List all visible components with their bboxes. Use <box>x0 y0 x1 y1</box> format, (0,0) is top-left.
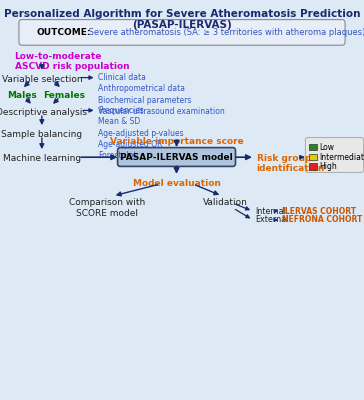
Text: Personalized Algorithm for Severe Atheromatosis Prediction (PASAP-ILERVAS): Personalized Algorithm for Severe Athero… <box>4 9 360 30</box>
Text: Sample balancing: Sample balancing <box>1 130 82 139</box>
Text: Comparison with
SCORE model: Comparison with SCORE model <box>69 198 146 218</box>
Text: Validation: Validation <box>203 198 248 207</box>
Text: Risk group
identification: Risk group identification <box>257 154 325 173</box>
FancyBboxPatch shape <box>118 148 236 166</box>
FancyBboxPatch shape <box>305 138 364 172</box>
Text: Frequencies
Mean & SD
Age-adjusted p-values
Age-adjusted OR
Forestplot: Frequencies Mean & SD Age-adjusted p-val… <box>98 106 184 160</box>
Bar <box>309 154 317 160</box>
Text: ILERVAS COHORT: ILERVAS COHORT <box>282 207 357 216</box>
Text: OUTCOME:: OUTCOME: <box>36 28 91 37</box>
FancyBboxPatch shape <box>19 20 345 45</box>
Text: Intermediate: Intermediate <box>319 153 364 162</box>
Text: Males: Males <box>7 91 37 100</box>
Text: Females: Females <box>43 91 85 100</box>
Text: Variable selection: Variable selection <box>1 75 82 84</box>
Text: Low-to-moderate
ASCVD risk population: Low-to-moderate ASCVD risk population <box>15 52 129 71</box>
Text: High: High <box>319 162 337 171</box>
Text: Clinical data
Anthropometrical data
Biochemical parameters
Vascular ultrasound e: Clinical data Anthropometrical data Bioc… <box>98 73 225 116</box>
Bar <box>309 144 317 150</box>
Text: PASAP-ILERVAS model: PASAP-ILERVAS model <box>120 153 233 162</box>
Text: Internal: Internal <box>255 207 286 216</box>
Text: Severe atheromatosis (SA: ≥ 3 territories with atheroma plaques): Severe atheromatosis (SA: ≥ 3 territorie… <box>86 28 364 37</box>
Text: Variable importance score: Variable importance score <box>110 137 244 146</box>
Text: NEFRONA COHORT: NEFRONA COHORT <box>282 216 363 224</box>
Text: External: External <box>255 216 288 224</box>
Bar <box>309 163 317 170</box>
Text: Model evaluation: Model evaluation <box>132 179 221 188</box>
Text: Low: Low <box>319 143 334 152</box>
Text: Descriptive analysis: Descriptive analysis <box>0 108 87 118</box>
Text: Machine learning: Machine learning <box>3 154 81 163</box>
